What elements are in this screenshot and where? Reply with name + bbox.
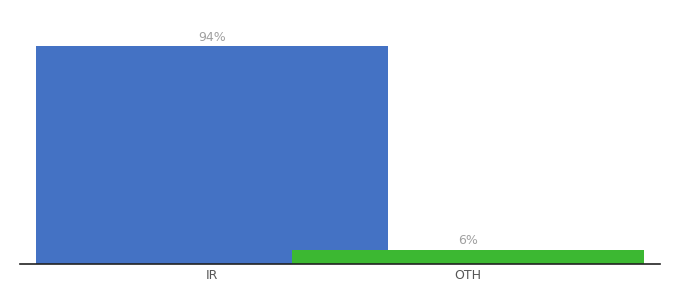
Bar xyxy=(292,250,643,264)
Text: 6%: 6% xyxy=(458,234,478,247)
Text: 94%: 94% xyxy=(199,31,226,44)
Bar xyxy=(36,46,388,264)
